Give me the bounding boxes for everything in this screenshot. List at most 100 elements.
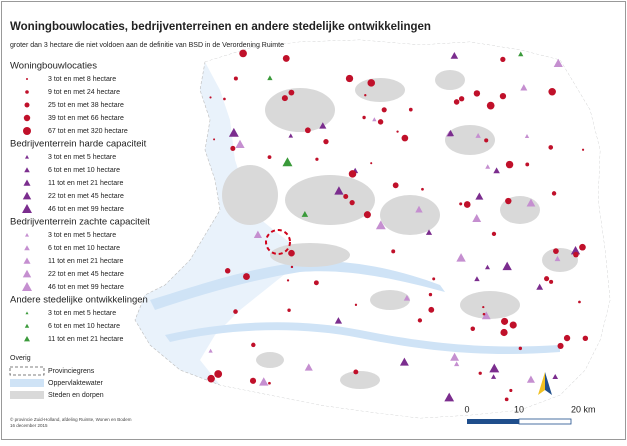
business-location <box>375 220 386 230</box>
symbol <box>23 179 31 186</box>
business-location <box>267 75 273 81</box>
symbol <box>22 191 32 200</box>
legend-group-title: Bedrijventerrein zachte capaciteit <box>10 217 150 228</box>
symbol <box>10 379 44 387</box>
symbol <box>22 282 32 291</box>
housing-location <box>482 312 486 316</box>
housing-location <box>207 374 215 383</box>
housing-location <box>505 160 514 169</box>
housing-location <box>267 155 272 160</box>
housing-location <box>459 202 463 206</box>
legend-item: Provinciegrens <box>48 368 95 375</box>
symbol <box>22 204 32 213</box>
housing-location <box>224 268 231 274</box>
housing-location <box>573 251 579 258</box>
scale-label: 20 km <box>571 404 596 414</box>
business-location <box>450 352 460 361</box>
housing-location <box>458 96 465 102</box>
legend-group-title: Overig <box>10 355 31 362</box>
housing-location <box>505 197 512 205</box>
business-location <box>259 377 269 386</box>
business-location <box>456 253 466 262</box>
housing-location <box>579 243 586 251</box>
housing-location <box>473 90 481 97</box>
symbol <box>25 311 29 315</box>
legend-group-title: Bedrijventerrein harde capaciteit <box>10 139 147 150</box>
legend-item: 22 tot en met 45 hectare <box>48 271 124 278</box>
symbol <box>25 233 29 237</box>
housing-location <box>345 74 354 83</box>
housing-location <box>432 277 436 281</box>
legend-item: 25 tot en met 38 hectare <box>48 102 124 109</box>
business-location <box>489 363 500 373</box>
housing-location <box>428 306 435 313</box>
business-location <box>491 374 497 379</box>
housing-location <box>401 134 409 142</box>
housing-location <box>249 377 257 384</box>
business-location <box>526 375 535 383</box>
housing-location <box>392 182 399 189</box>
business-location <box>526 198 536 207</box>
housing-location <box>290 265 294 269</box>
business-location <box>454 361 460 367</box>
business-location <box>502 261 512 271</box>
symbol <box>25 90 29 94</box>
housing-location <box>551 191 557 196</box>
business-location <box>553 58 563 68</box>
footer-line: © provincie Zuid-Holland, afdeling Ruimt… <box>10 416 132 422</box>
housing-location <box>463 201 471 208</box>
legend-item: 3 tot en met 5 hectare <box>48 154 116 161</box>
business-location <box>475 132 481 138</box>
legend-item: 67 tot en met 320 hectare <box>48 128 128 135</box>
business-location <box>425 229 433 235</box>
business-location <box>334 186 344 195</box>
legend-item: 3 tot en met 8 hectare <box>48 76 116 83</box>
legend-item: 22 tot en met 45 hectare <box>48 193 124 200</box>
legend-group-title: Andere stedelijke ontwikkelingen <box>10 295 148 306</box>
housing-location <box>453 99 460 105</box>
symbol <box>22 269 32 278</box>
housing-location <box>501 317 509 325</box>
business-location <box>301 211 309 217</box>
housing-location <box>281 95 288 102</box>
housing-location <box>500 328 508 337</box>
legend-item: 3 tot en met 5 hectare <box>48 310 116 317</box>
housing-location <box>239 49 247 58</box>
housing-location <box>214 370 223 378</box>
housing-location <box>313 280 319 286</box>
business-location <box>444 392 455 402</box>
symbol <box>23 127 31 135</box>
legend-item: 6 tot en met 10 hectare <box>48 323 120 330</box>
housing-location <box>509 321 517 329</box>
scale-bar: 0 10 20 km <box>464 404 596 425</box>
business-location <box>304 363 313 371</box>
business-location <box>481 311 491 320</box>
housing-location <box>553 248 559 255</box>
symbol <box>24 102 30 108</box>
symbol <box>10 391 44 399</box>
scale-label: 0 <box>464 404 469 414</box>
housing-location <box>499 92 507 100</box>
scale-label: 10 <box>514 404 524 414</box>
housing-location <box>421 187 424 191</box>
housing-location <box>486 101 495 110</box>
business-location <box>372 117 377 122</box>
business-location <box>253 230 262 238</box>
symbol <box>24 323 30 328</box>
housing-location <box>377 119 384 125</box>
housing-location <box>557 342 564 349</box>
housing-location <box>408 107 413 112</box>
housing-location <box>343 194 349 200</box>
business-location <box>235 139 245 148</box>
housing-location <box>209 96 212 99</box>
business-location <box>518 51 524 57</box>
legend-item: 9 tot en met 24 hectare <box>48 89 120 96</box>
business-location <box>524 134 530 138</box>
legend-item: Steden en dorpen <box>48 392 104 399</box>
housing-location <box>428 292 433 297</box>
housing-location <box>582 335 589 342</box>
business-location <box>570 246 581 255</box>
business-location <box>403 294 411 301</box>
business-location <box>484 264 491 270</box>
